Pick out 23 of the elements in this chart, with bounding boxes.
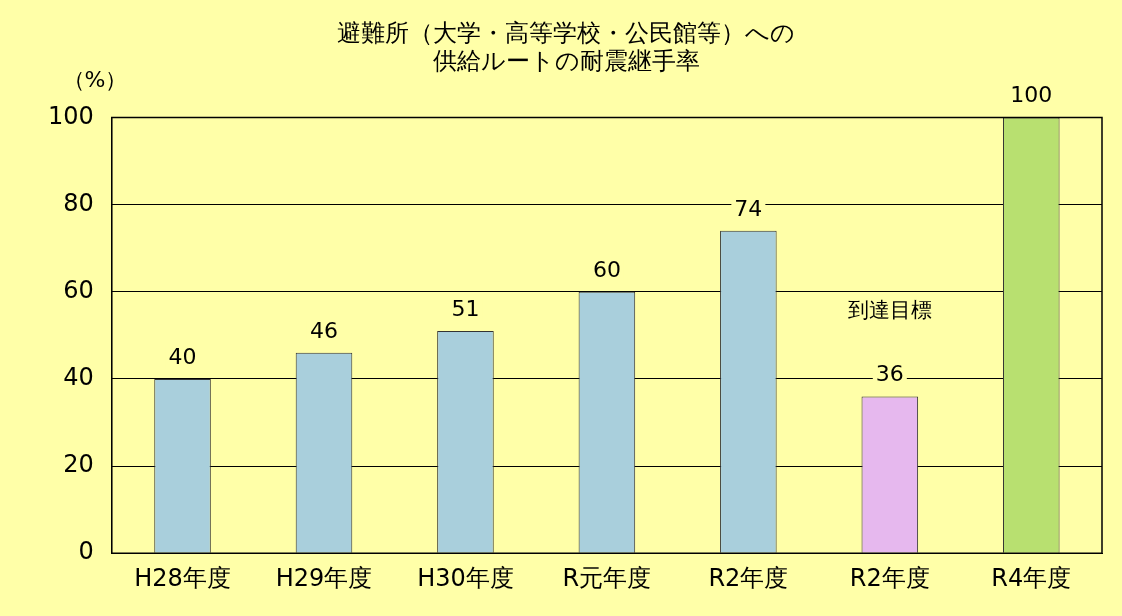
y-tick-label: 60 [63,276,94,305]
x-tick-label: H29年度 [275,563,373,592]
y-tick-label: 20 [63,450,94,479]
data-label: 36 [875,361,904,387]
data-label: 100 [1010,82,1053,108]
y-tick-label: 80 [63,188,94,217]
x-tick-label: R2年度 [708,563,789,592]
x-tick-label: H28年度 [134,563,231,592]
x-tick-label: R元年度 [562,563,652,592]
data-label: 46 [309,317,338,343]
y-axis-title: （%） [62,66,128,92]
data-label: 40 [168,343,197,369]
y-tick-label: 100 [48,101,94,130]
x-tick-label: R2年度 [849,563,930,592]
annotation: 到達目標 [847,298,932,323]
y-tick-label: 0 [78,537,94,566]
x-tick-label: H30年度 [417,563,514,592]
chart-title: 避難所（大学・高等学校・公民館等）への供給ルートの耐震継手率 [337,18,795,76]
data-label: 60 [592,256,621,282]
y-tick-label: 40 [63,363,94,392]
data-label: 74 [734,195,763,221]
data-label: 51 [451,295,480,321]
x-tick-label: R4年度 [991,563,1072,592]
